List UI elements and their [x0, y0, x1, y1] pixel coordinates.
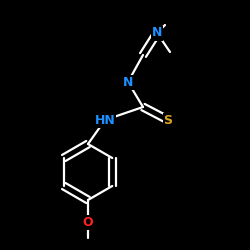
Text: O: O	[83, 216, 93, 228]
Text: N: N	[152, 26, 162, 40]
Text: HN: HN	[94, 114, 116, 126]
Text: N: N	[123, 76, 133, 88]
Text: S: S	[164, 114, 172, 126]
